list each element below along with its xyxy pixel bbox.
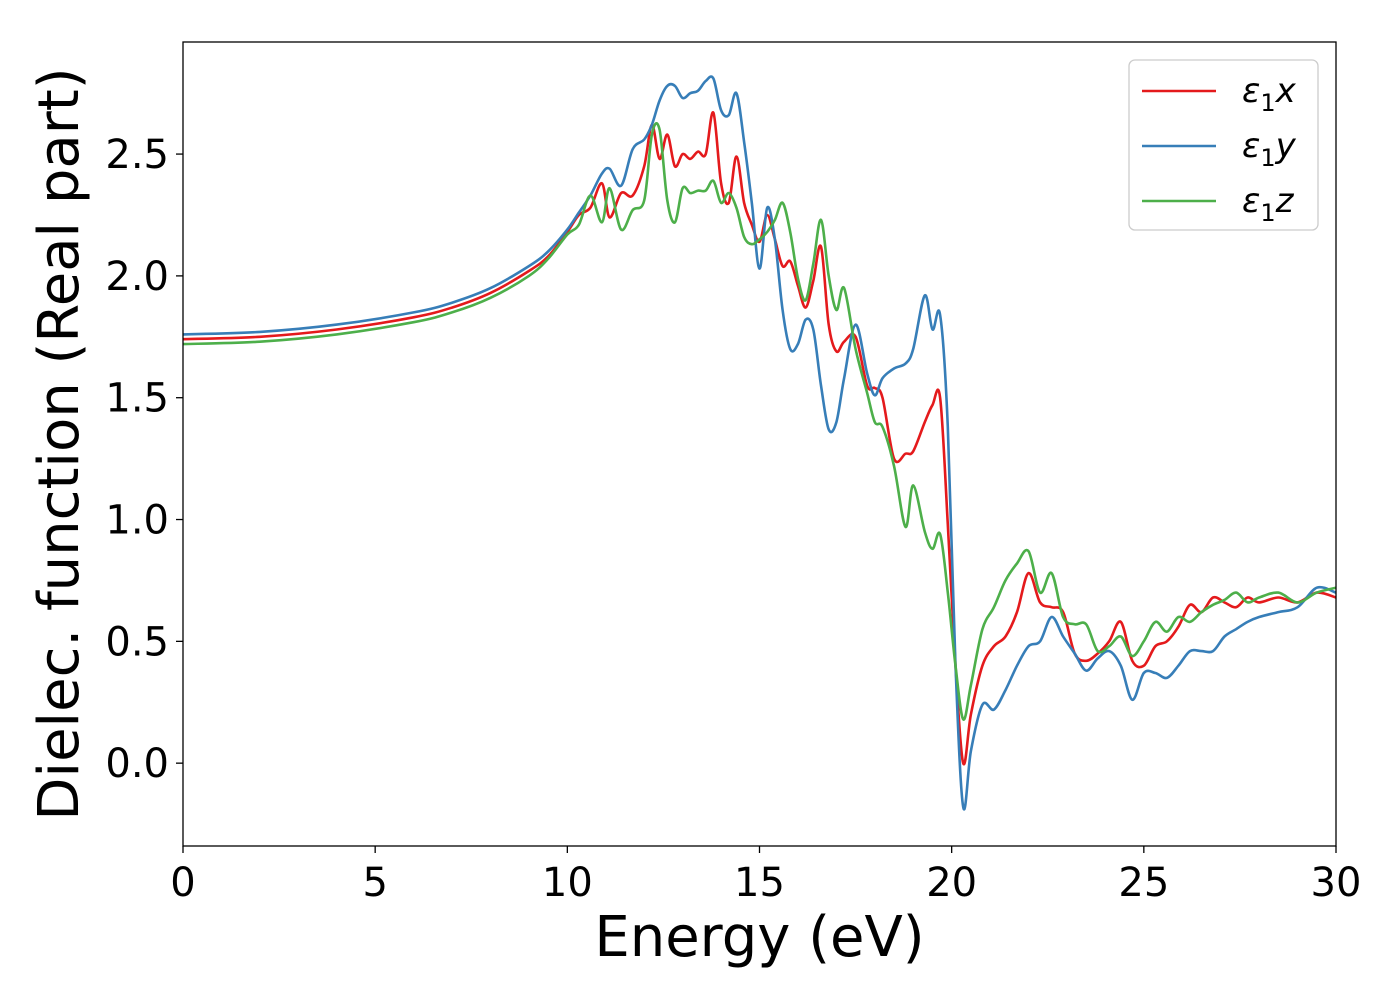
legend-label: ε1x [1242, 71, 1297, 117]
y-tick-label: 1.5 [105, 376, 169, 422]
x-axis-ticks: 0 5 10 15 20 25 30 [170, 846, 1361, 906]
legend-label: ε1y [1242, 126, 1297, 172]
legend: ε1x ε1y ε1z [1128, 59, 1319, 231]
y-tick-label: 2.5 [105, 132, 169, 178]
x-tick-label: 20 [926, 860, 977, 906]
legend-label: ε1z [1242, 181, 1295, 227]
series-layer [183, 75, 1336, 811]
y-axis-ticks: 0.0 0.5 1.0 1.5 2.0 2.5 [105, 132, 183, 787]
x-tick-label: 5 [362, 860, 387, 906]
x-tick-label: 0 [170, 860, 195, 906]
x-tick-label: 10 [542, 860, 593, 906]
y-axis-title: Dielec. function (Real part) [27, 67, 92, 820]
series-line-eps1z [183, 122, 1336, 721]
x-axis-title: Energy (eV) [594, 905, 924, 970]
y-tick-label: 2.0 [105, 254, 169, 300]
y-tick-label: 0.0 [105, 741, 169, 787]
x-tick-label: 15 [734, 860, 785, 906]
legend-box [1128, 59, 1319, 231]
series-line-eps1x [183, 111, 1336, 766]
y-tick-label: 0.5 [105, 619, 169, 665]
y-tick-label: 1.0 [105, 498, 169, 544]
x-tick-label: 30 [1311, 860, 1362, 906]
series-line-eps1y [183, 75, 1336, 811]
x-tick-label: 25 [1118, 860, 1169, 906]
